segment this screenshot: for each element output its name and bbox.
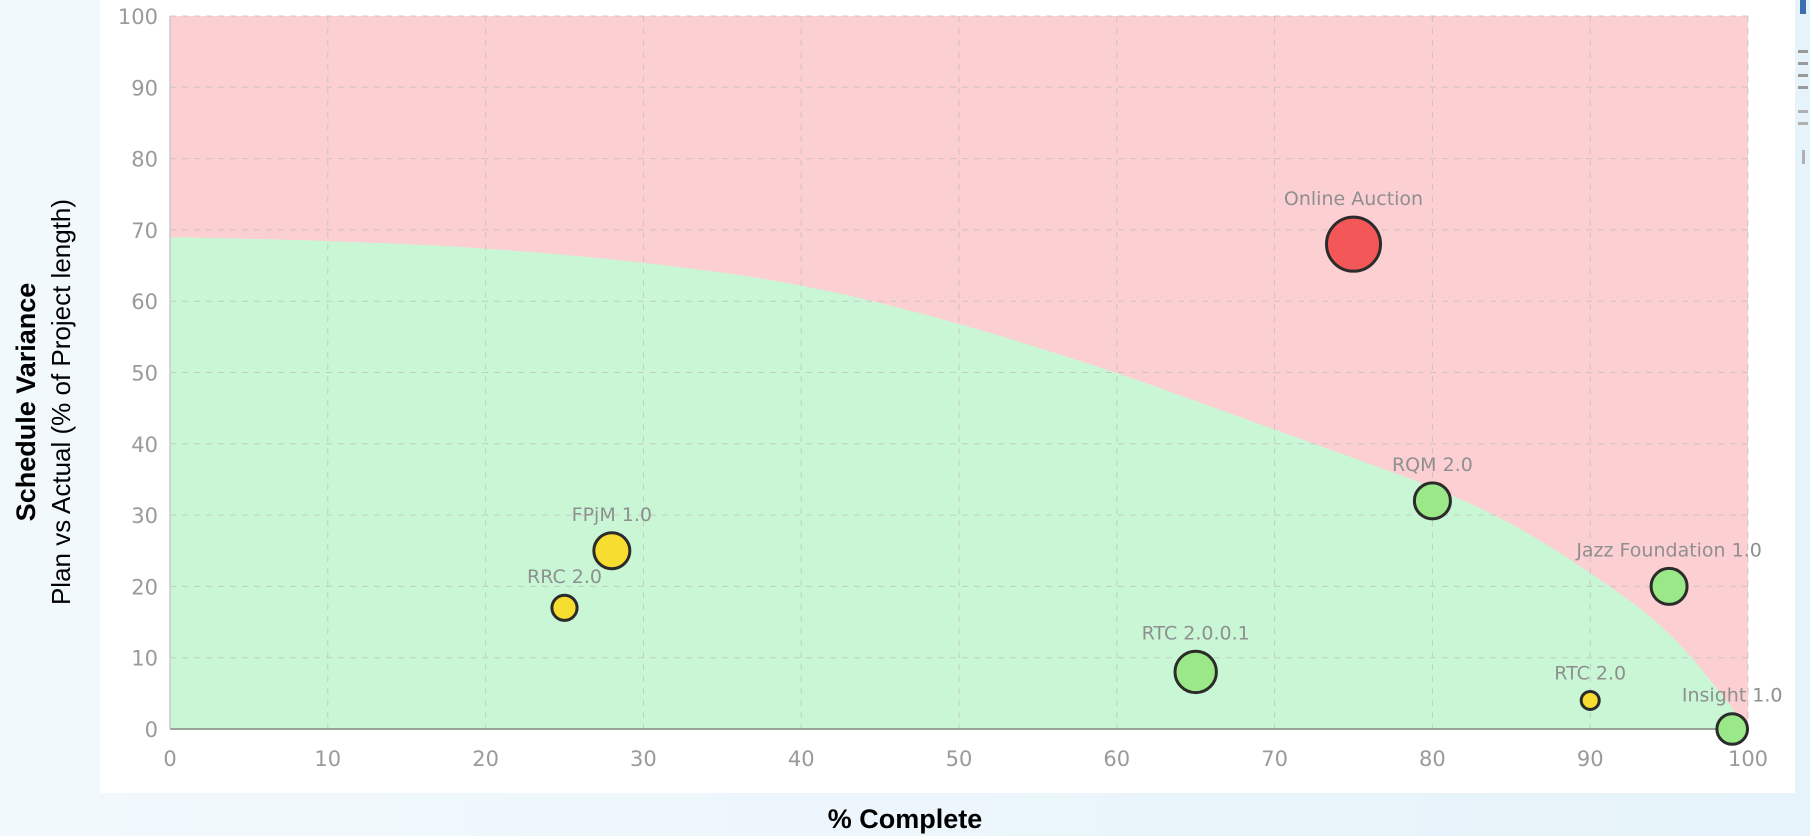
- x-axis-title: % Complete: [828, 804, 983, 834]
- data-point: [592, 531, 632, 571]
- point-labels: Online Auction RQM 2.0 Jazz Foundation 1.0…: [527, 188, 1783, 707]
- point-label: RTC 2.0.0.1: [1142, 622, 1250, 644]
- y-tick-labels: 0 10 20 30 40 50 60 70 80 90 100: [118, 5, 158, 742]
- y-tick-label: 20: [131, 575, 158, 599]
- y-tick-label: 90: [131, 76, 158, 100]
- x-tick-label: 40: [788, 747, 815, 771]
- y-tick-label: 40: [131, 433, 158, 457]
- data-point: [1412, 481, 1452, 521]
- x-tick-labels: 0 10 20 30 40 50 60 70 80 90 100: [163, 747, 1768, 771]
- data-point: [1173, 649, 1218, 695]
- y-tick-label: 100: [118, 5, 158, 29]
- y-tick-label: 0: [145, 718, 158, 742]
- y-axis-subtitle: Plan vs Actual (% of Project length): [46, 199, 76, 605]
- y-tick-label: 10: [131, 647, 158, 671]
- point-label: Jazz Foundation 1.0: [1575, 539, 1762, 561]
- cropped-edge-graphic: [1798, 0, 1808, 164]
- y-axis-title: Schedule Variance: [11, 283, 41, 522]
- point-label: Insight 1.0: [1682, 685, 1783, 707]
- x-tick-label: 60: [1103, 747, 1130, 771]
- y-tick-label: 70: [131, 219, 158, 243]
- y-tick-label: 80: [131, 148, 158, 172]
- x-tick-label: 0: [163, 747, 176, 771]
- x-tick-label: 80: [1419, 747, 1446, 771]
- point-label: FPjM 1.0: [572, 504, 652, 526]
- data-point: [1649, 566, 1689, 606]
- x-tick-label: 70: [1261, 747, 1288, 771]
- data-point: [1715, 712, 1750, 746]
- data-point: [1579, 689, 1601, 711]
- x-tick-label: 50: [946, 747, 973, 771]
- data-point: [1325, 215, 1382, 273]
- x-tick-label: 20: [472, 747, 499, 771]
- point-label: RTC 2.0: [1554, 662, 1626, 684]
- data-points: [550, 215, 1750, 746]
- y-tick-label: 50: [131, 362, 158, 386]
- point-label: RQM 2.0: [1392, 454, 1473, 476]
- x-tick-label: 10: [314, 747, 341, 771]
- x-tick-label: 30: [630, 747, 657, 771]
- x-tick-label: 90: [1577, 747, 1604, 771]
- x-tick-label: 100: [1728, 747, 1768, 771]
- point-label: RRC 2.0: [527, 566, 602, 588]
- y-tick-label: 60: [131, 290, 158, 314]
- data-point: [550, 593, 579, 622]
- y-tick-label: 30: [131, 504, 158, 528]
- point-label: Online Auction: [1284, 188, 1423, 210]
